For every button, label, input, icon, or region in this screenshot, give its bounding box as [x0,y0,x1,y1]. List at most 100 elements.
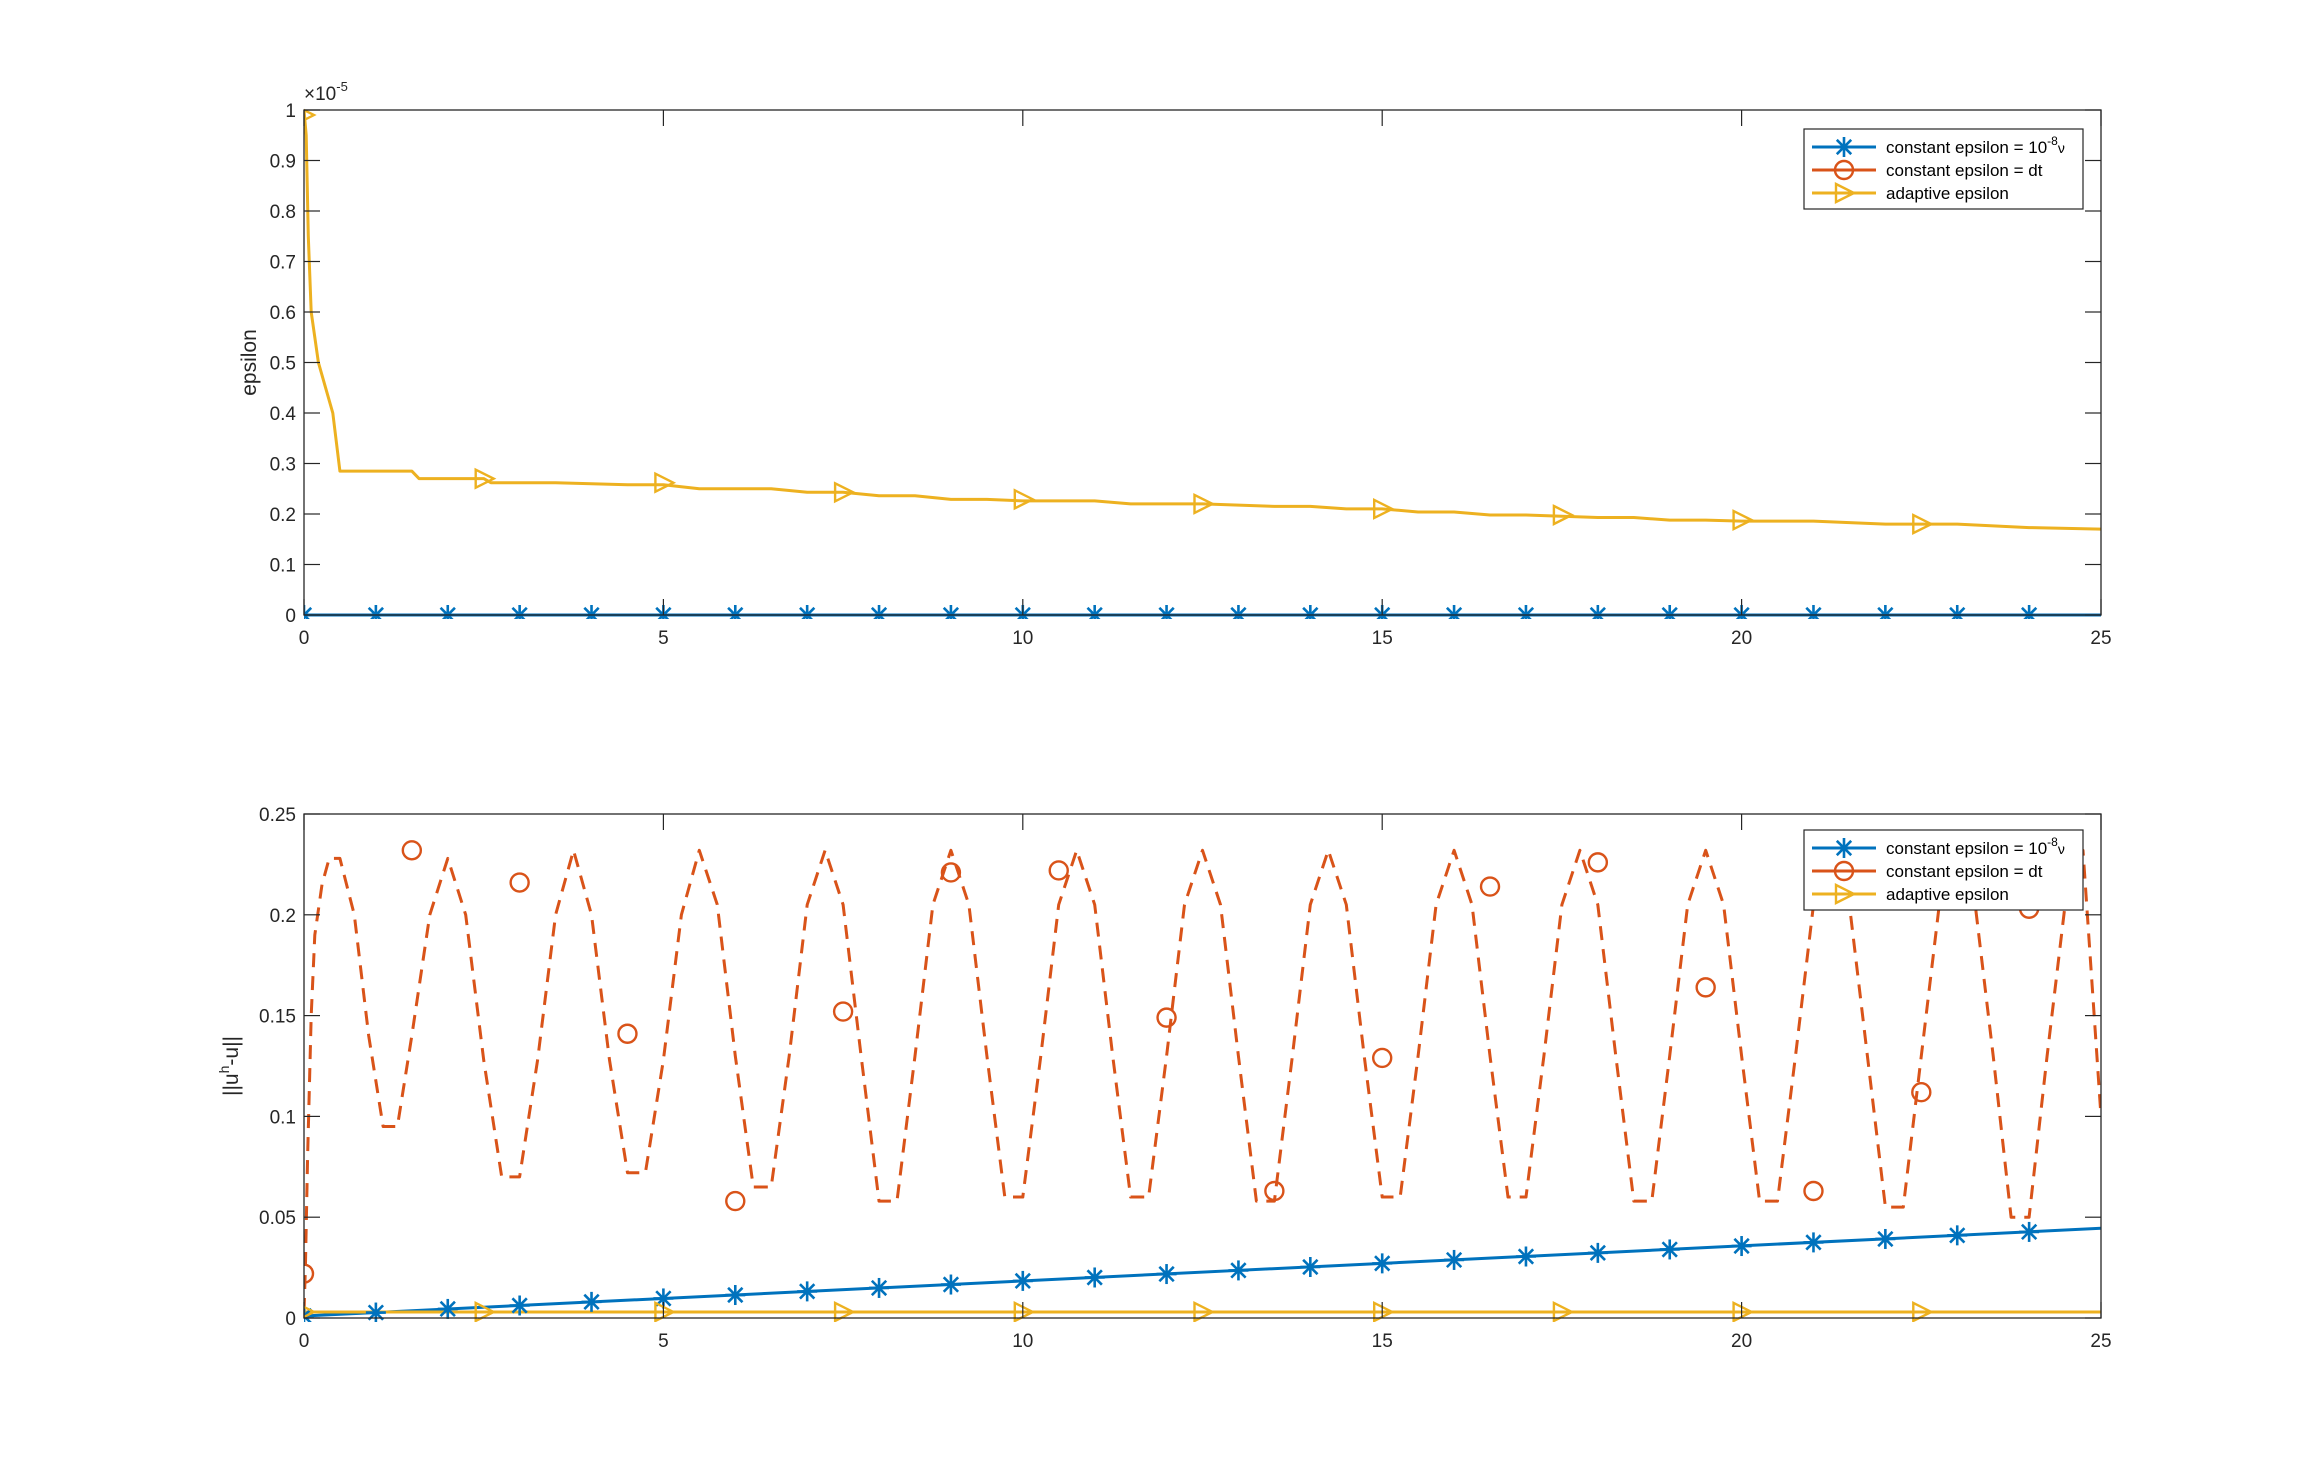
series-1-marker [1264,1180,1285,1202]
legend-entry-label: adaptive epsilon [1886,885,2009,904]
series-2-marker [1013,1301,1036,1322]
legend-marker-triangle-right [1834,883,1857,905]
y-tick-label: 0.25 [259,805,296,826]
series-0-marker [581,1291,602,1312]
series-line-1 [304,848,2101,1313]
y-tick-label: 0.1 [270,1107,296,1128]
series-1-marker [617,1023,638,1044]
series-1-marker [1048,860,1069,881]
series-1-marker [1695,977,1716,998]
series-2-marker [654,1301,677,1322]
series-1-marker [1372,498,1395,520]
series-1-marker [940,862,962,883]
series-line-0 [304,1226,2101,1318]
legend: constant epsilon = 10-8ν constant epsilon… [1803,829,2084,911]
series-line-1 [304,109,2101,531]
legend-entry-label: constant epsilon = dt [1886,161,2043,180]
legend-marker-asterisk [1834,137,1854,157]
series-1-marker [509,872,530,893]
x-tick-label: 0 [299,1331,310,1352]
x-tick-label: 5 [658,628,669,649]
series-0-marker [365,1302,386,1322]
y-tick-label: 0.2 [270,505,296,526]
series-0-marker [1515,1246,1536,1267]
series-0-marker [509,1295,530,1316]
series-2-marker [1193,1301,1216,1322]
legend-marker-circle [1833,860,1855,882]
legend-entry-label: constant epsilon = 10-8ν [1886,835,2065,858]
series-0-marker [1947,1225,1968,1246]
x-tick-label: 25 [2090,628,2111,649]
series-1-marker [1732,509,1755,532]
axes-box [303,813,2102,1319]
series-0-marker [1372,1253,1393,1274]
series-0-marker [1156,1264,1177,1285]
series-1-marker [1803,1180,1824,1202]
series-0-marker [1012,1270,1033,1291]
series-0-marker [725,1285,746,1306]
y-tick-label: 0.1 [270,556,296,577]
series-0-marker [1659,1239,1680,1260]
series-1-marker [401,840,423,861]
series-1-marker [1156,1007,1177,1028]
series-2-marker [474,1301,497,1322]
epsilon-plot: 0 5 10 15 20 2500.10.20.30.40.50.60.70.80.91×… [238,79,2112,649]
series-1-marker [1911,1082,1932,1103]
series-0-marker [940,1274,961,1295]
series-1-marker [1371,1047,1393,1069]
y-tick-label: 0.15 [259,1007,296,1028]
series-0-marker [1444,1249,1465,1270]
y-tick-label: 0.7 [270,253,296,274]
legend-marker-asterisk [1834,838,1854,858]
series-1-marker [1193,492,1216,515]
y-tick-label: 0.8 [270,202,296,223]
series-1-marker [654,471,677,494]
y-tick-label: 1 [285,101,296,122]
series-1-marker [1552,504,1575,526]
legend-marker-circle [1833,159,1855,181]
y-tick-label: 0 [285,606,296,627]
series-1-marker [1013,488,1036,511]
y-tick-label: 0.5 [270,354,296,375]
series-1-marker [1479,876,1501,897]
series-0-marker [1731,1236,1752,1257]
y-axis-label: ||uh-u|| [216,1036,243,1096]
y-tick-label: 0.3 [270,455,296,476]
series-0-marker [797,1281,818,1302]
series-0-marker [1587,1242,1608,1263]
series-2-marker [304,1305,317,1319]
series-0-marker [437,1298,458,1319]
x-tick-label: 15 [1372,1331,1393,1352]
legend-entry-label: constant epsilon = 10-8ν [1886,134,2065,157]
x-tick-label: 20 [1731,1331,1752,1352]
series-0-marker [1300,1256,1321,1277]
y-tick-label: 0.05 [259,1208,296,1229]
series-1-marker [474,467,497,490]
y-tick-label: 0.9 [270,152,296,173]
series-0-marker [304,1305,314,1322]
x-tick-label: 0 [299,628,310,649]
series-2-marker [1552,1301,1575,1322]
series-2-marker [1912,1301,1934,1322]
series-0-marker [1803,1232,1824,1253]
series-2-marker [1732,1301,1755,1322]
series-0-marker [1228,1260,1249,1281]
y-tick-label: 0 [285,1309,296,1330]
x-tick-label: 10 [1012,1331,1033,1352]
series-0-marker [1084,1267,1105,1288]
y-tick-label: 0.4 [270,404,297,425]
series-2-marker [833,1301,856,1322]
y-tick-label: 0.2 [270,906,296,927]
series-1-marker [832,1001,854,1022]
series-0-marker [1875,1228,1896,1249]
series-1-marker [1912,513,1934,536]
legend-entry-label: constant epsilon = dt [1886,862,2043,881]
series-1-marker [833,481,856,504]
y-axis-label: epsilon [238,329,261,396]
legend-entry-label: adaptive epsilon [1886,184,2009,203]
error-norm-plot: 0 5 10 15 20 25 0 0.05 0.1 0.15 0.2 0.25 ||uh-u|| con… [216,805,2112,1352]
x-tick-label: 15 [1372,628,1393,649]
series-1-marker [304,1263,315,1284]
